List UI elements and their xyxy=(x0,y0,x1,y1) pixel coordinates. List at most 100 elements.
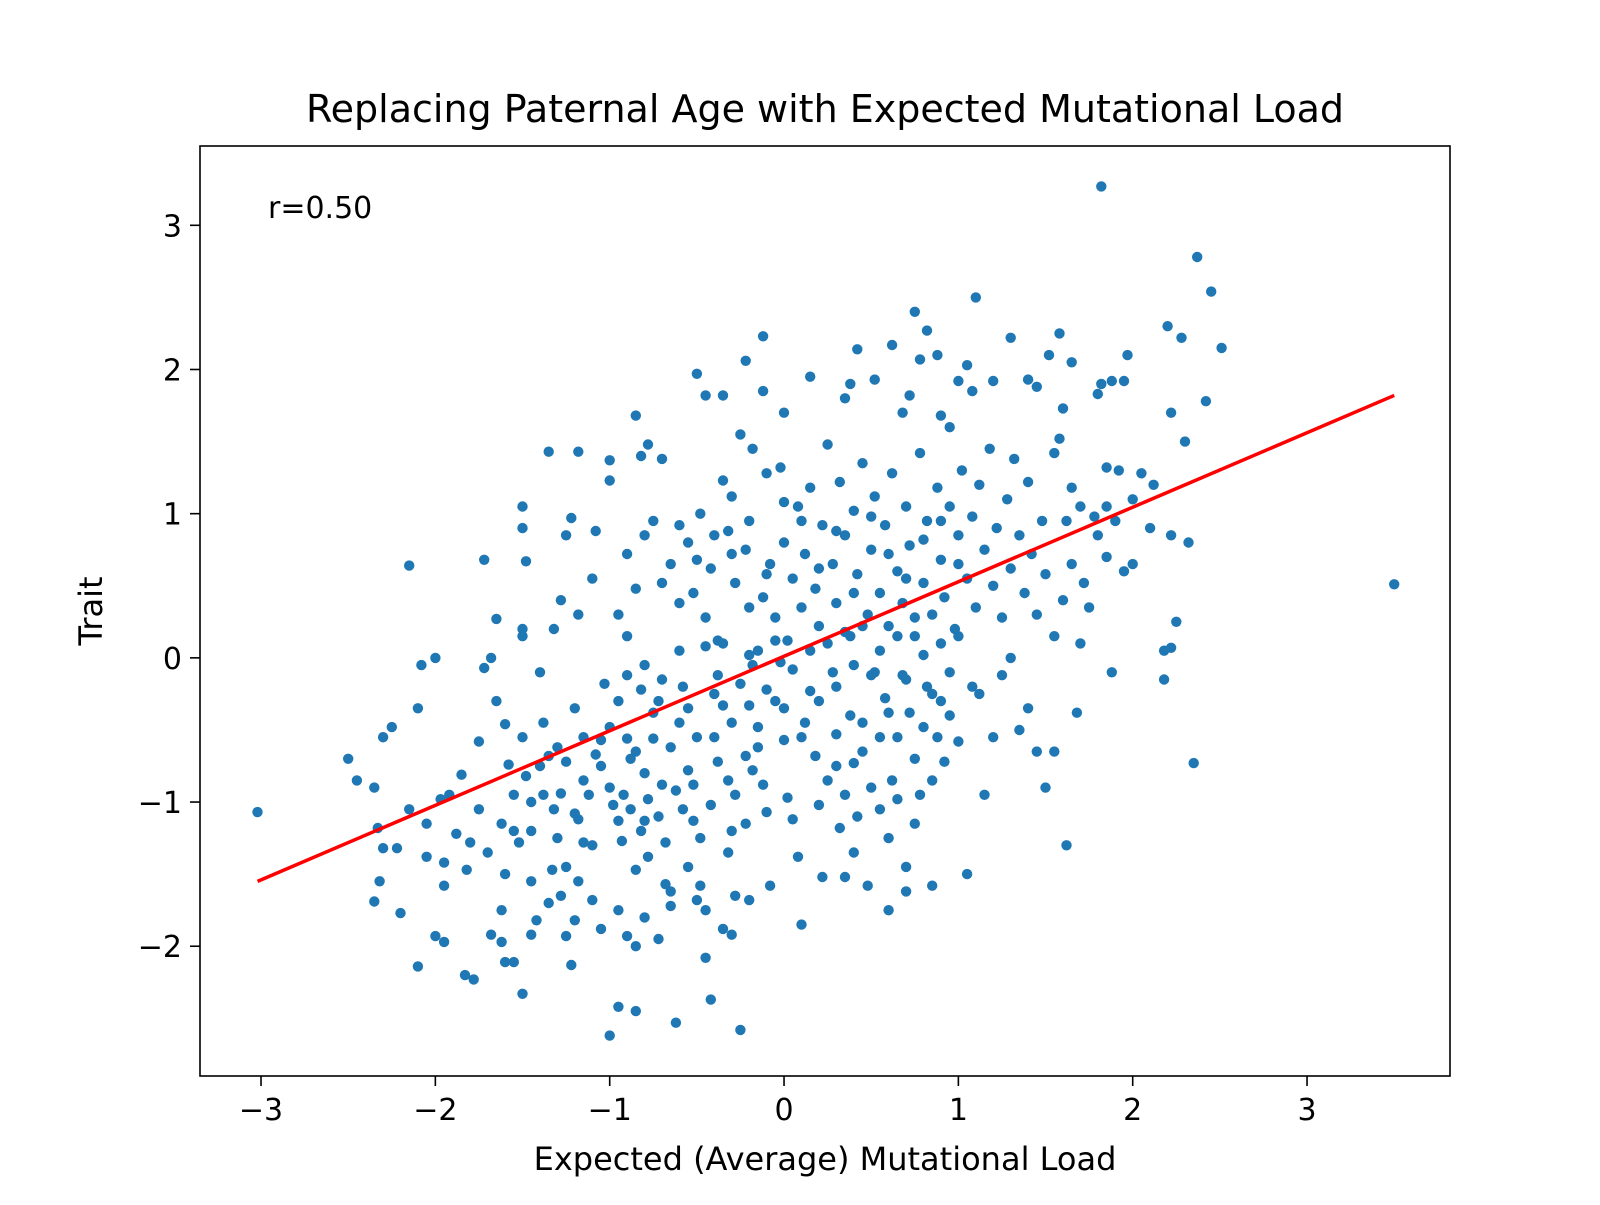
data-point xyxy=(869,374,880,385)
data-point xyxy=(1014,530,1025,541)
data-point xyxy=(735,429,746,440)
data-point xyxy=(839,530,851,541)
data-point xyxy=(677,681,689,692)
data-point xyxy=(866,511,877,522)
data-point xyxy=(526,796,537,808)
data-point xyxy=(1118,375,1130,387)
data-point xyxy=(520,556,532,567)
data-point xyxy=(757,385,769,397)
data-point xyxy=(639,912,650,923)
data-point xyxy=(927,880,938,891)
data-point xyxy=(369,896,380,907)
data-point xyxy=(944,501,955,512)
data-point xyxy=(796,732,807,743)
data-point xyxy=(792,851,804,862)
data-point xyxy=(782,635,793,646)
data-point xyxy=(1192,251,1203,263)
data-point xyxy=(831,760,842,772)
data-point xyxy=(578,837,589,848)
data-point xyxy=(961,360,973,371)
data-point xyxy=(817,520,828,531)
data-point xyxy=(625,804,636,815)
data-point xyxy=(886,339,898,351)
data-point xyxy=(700,641,711,652)
data-point xyxy=(569,703,580,714)
data-point xyxy=(761,806,772,818)
data-point xyxy=(1040,569,1051,580)
data-point xyxy=(1106,667,1118,678)
data-point xyxy=(883,905,894,916)
data-point xyxy=(639,659,650,671)
data-point xyxy=(744,515,755,527)
data-point xyxy=(909,631,920,642)
data-point xyxy=(852,344,863,355)
data-point xyxy=(1043,349,1055,361)
data-point xyxy=(752,742,764,753)
data-point xyxy=(635,684,647,695)
data-point xyxy=(1061,515,1072,527)
data-point xyxy=(404,560,415,571)
data-point xyxy=(548,804,560,815)
data-point xyxy=(517,501,528,512)
y-tick-label: 3 xyxy=(163,209,182,244)
data-point xyxy=(517,623,528,635)
data-point xyxy=(1066,357,1077,368)
data-point xyxy=(991,522,1002,534)
y-tick-label: −1 xyxy=(138,786,182,821)
y-tick-label: 2 xyxy=(163,353,182,388)
data-point xyxy=(914,447,926,459)
data-point xyxy=(625,753,636,764)
data-point xyxy=(653,933,664,945)
data-point xyxy=(932,732,943,743)
data-point xyxy=(892,631,903,642)
data-point xyxy=(705,799,716,811)
data-point xyxy=(904,707,915,718)
data-point xyxy=(639,768,650,779)
data-point xyxy=(831,729,842,740)
data-point xyxy=(744,602,755,613)
data-point xyxy=(421,851,432,862)
x-axis-label: Expected (Average) Mutational Load xyxy=(534,1140,1117,1178)
data-point xyxy=(496,818,507,829)
data-point xyxy=(813,563,825,574)
data-point xyxy=(822,638,833,649)
data-point xyxy=(691,554,703,565)
data-point xyxy=(1005,332,1016,343)
data-point xyxy=(639,530,650,541)
data-point xyxy=(761,684,772,695)
data-point xyxy=(805,371,816,382)
data-point xyxy=(996,670,1008,681)
data-point xyxy=(377,843,389,854)
data-point xyxy=(712,670,723,681)
data-point xyxy=(852,811,863,822)
data-point xyxy=(914,354,926,365)
data-point xyxy=(526,876,537,887)
data-point xyxy=(534,667,546,678)
data-point xyxy=(848,659,859,671)
regression-line xyxy=(256,393,1395,883)
data-point xyxy=(897,407,908,418)
data-point xyxy=(778,703,790,714)
data-point xyxy=(817,871,828,883)
data-point xyxy=(918,721,929,733)
x-axis-ticks: −3 −2 −1 0 1 2 3 xyxy=(239,1076,1317,1128)
data-point xyxy=(1022,703,1034,714)
data-point xyxy=(1171,616,1182,627)
data-point xyxy=(735,678,746,689)
data-point xyxy=(613,609,624,620)
data-point xyxy=(918,534,929,545)
data-point xyxy=(416,659,427,671)
data-point xyxy=(1122,349,1133,361)
chart-title: Replacing Paternal Age with Expected Mut… xyxy=(306,87,1344,131)
data-point xyxy=(909,612,920,623)
data-point xyxy=(688,587,699,599)
data-point xyxy=(904,540,915,551)
data-point xyxy=(499,868,511,880)
data-point xyxy=(496,905,507,916)
data-point xyxy=(682,765,694,776)
data-point xyxy=(1113,465,1125,476)
data-point xyxy=(1061,840,1072,851)
data-point xyxy=(700,612,711,623)
data-point xyxy=(665,900,676,912)
data-point xyxy=(613,695,624,707)
